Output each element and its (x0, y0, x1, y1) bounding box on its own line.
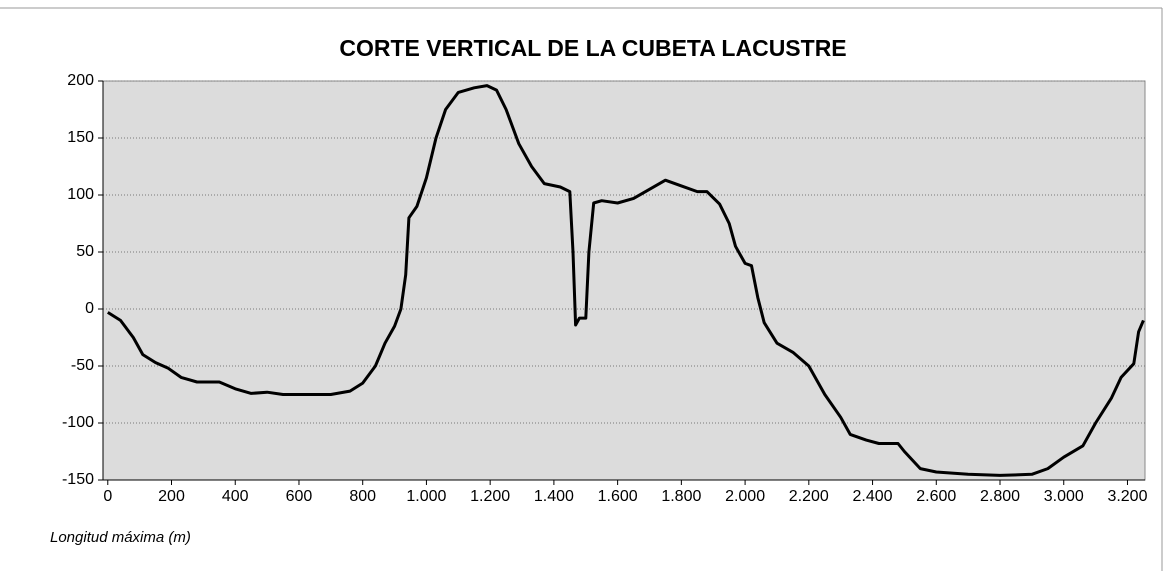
y-tick-label: -50 (71, 357, 94, 374)
y-tick-label: -150 (62, 471, 94, 488)
y-tick-label: 100 (67, 186, 94, 203)
x-tick-label: 2.800 (980, 488, 1020, 505)
x-tick-label: 400 (222, 488, 249, 505)
x-tick-label: 1.600 (598, 488, 638, 505)
y-tick-label: 200 (67, 72, 94, 89)
x-tick-label: 200 (158, 488, 185, 505)
chart-title: CORTE VERTICAL DE LA CUBETA LACUSTRE (339, 35, 846, 61)
x-tick-label: 0 (103, 488, 112, 505)
x-tick-label: 3.200 (1107, 488, 1147, 505)
x-tick-label: 2.000 (725, 488, 765, 505)
y-tick-label: -100 (62, 414, 94, 431)
x-tick-label: 1.800 (661, 488, 701, 505)
x-tick-label: 800 (349, 488, 376, 505)
y-tick-label: 0 (85, 300, 94, 317)
x-tick-label: 3.000 (1044, 488, 1084, 505)
x-axis-label: Longitud máxima (m) (50, 529, 191, 546)
x-tick-label: 2.600 (916, 488, 956, 505)
profile-line (107, 84, 1145, 477)
y-tick-label: 150 (67, 129, 94, 146)
x-tick-label: 1.000 (406, 488, 446, 505)
x-tick-label: 1.400 (534, 488, 574, 505)
x-tick-label: 2.400 (853, 488, 893, 505)
x-tick-label: 600 (286, 488, 313, 505)
plot-area (102, 80, 1146, 481)
x-tick-label: 1.200 (470, 488, 510, 505)
y-tick-label: 50 (76, 243, 94, 260)
x-tick-label: 2.200 (789, 488, 829, 505)
